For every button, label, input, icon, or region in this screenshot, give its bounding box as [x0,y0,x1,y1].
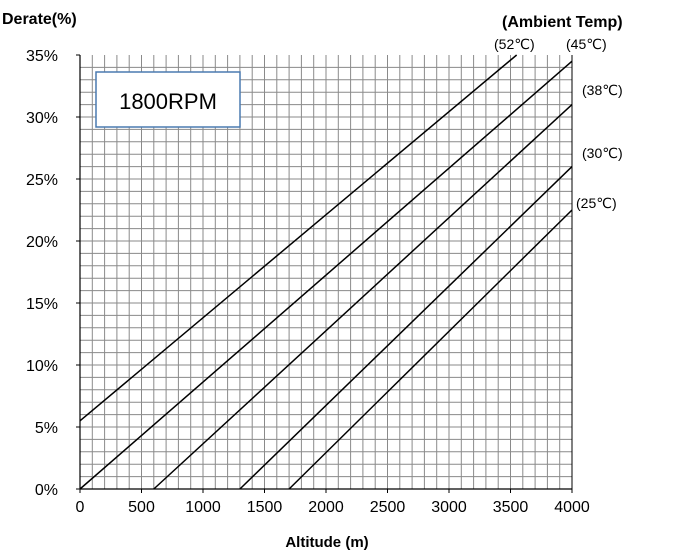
series-labels: (52℃) (45℃) (38℃) (30℃) (25℃) [494,36,623,211]
y-tick-label: 15% [26,296,58,313]
y-tick-label: 35% [26,48,58,65]
x-tick-label: 3000 [431,499,467,516]
series-line [79,54,518,422]
y-tick-label: 5% [35,420,58,437]
legend-title: (Ambient Temp) [502,14,623,31]
series-line [288,209,573,490]
series-label: (30℃) [582,145,623,161]
y-axis-title: Derate(%) [2,11,77,28]
y-tick-label: 30% [26,110,58,127]
rpm-annotation-box [95,71,241,128]
x-tick-label: 1000 [185,499,221,516]
rpm-annotation: 1800RPM [119,89,217,114]
x-tick-label: 3500 [493,499,529,516]
series-label: (38℃) [582,82,623,98]
x-tick-label: 0 [76,499,85,516]
series-line [239,166,573,490]
x-tick-label: 500 [128,499,155,516]
y-tick-label: 10% [26,358,58,375]
series-lines [79,54,573,490]
y-tick-label: 0% [35,482,58,499]
x-tick-label: 2000 [308,499,344,516]
y-tick-label: 20% [26,234,58,251]
x-axis-title: Altitude (m) [285,534,368,551]
x-tick-label: 4000 [554,499,590,516]
series-line [153,104,573,490]
y-tick-label: 25% [26,172,58,189]
series-label: (52℃) [494,36,535,52]
x-tick-label: 2500 [370,499,406,516]
series-label: (45℃) [566,36,607,52]
x-tick-label: 1500 [247,499,283,516]
series-line [79,60,573,490]
chart-ticks: 0 500 1000 1500 2000 2500 3000 3500 4000 0% 5% 10% 1… [26,48,590,516]
series-label: (25℃) [576,195,617,211]
